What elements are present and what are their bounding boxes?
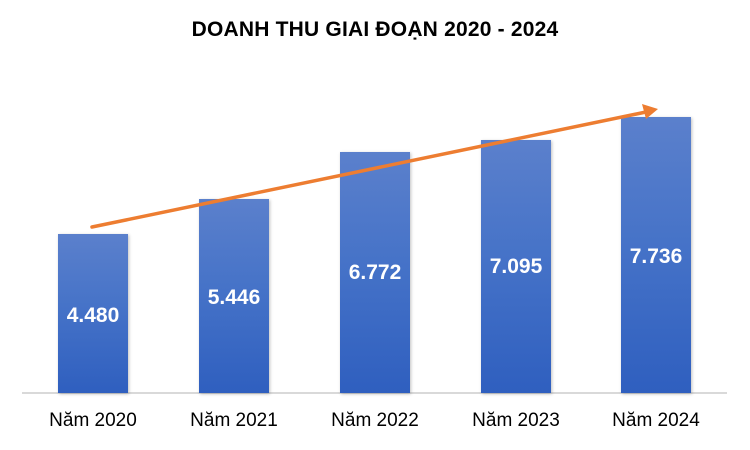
x-tick-label: Năm 2021	[190, 410, 278, 431]
bar-2023: 7.095	[481, 140, 551, 393]
x-tick-label: Năm 2023	[472, 410, 560, 431]
x-axis-line	[22, 392, 727, 394]
data-label: 6.772	[348, 261, 402, 284]
bar-2024: 7.736	[621, 117, 691, 393]
data-label: 7.736	[629, 245, 683, 268]
x-tick-label: Năm 2020	[49, 410, 137, 431]
data-label: 7.095	[489, 255, 543, 278]
data-label: 5.446	[207, 286, 261, 309]
bar-2021: 5.446	[199, 199, 269, 393]
chart-title: DOANH THU GIAI ĐOẠN 2020 - 2024	[191, 18, 559, 41]
bar-2020: 4.480	[58, 234, 128, 393]
x-tick-label: Năm 2022	[331, 410, 419, 431]
x-tick-label: Năm 2024	[612, 410, 700, 431]
data-label: 4.480	[66, 304, 120, 327]
bar-2022: 6.772	[340, 152, 410, 393]
